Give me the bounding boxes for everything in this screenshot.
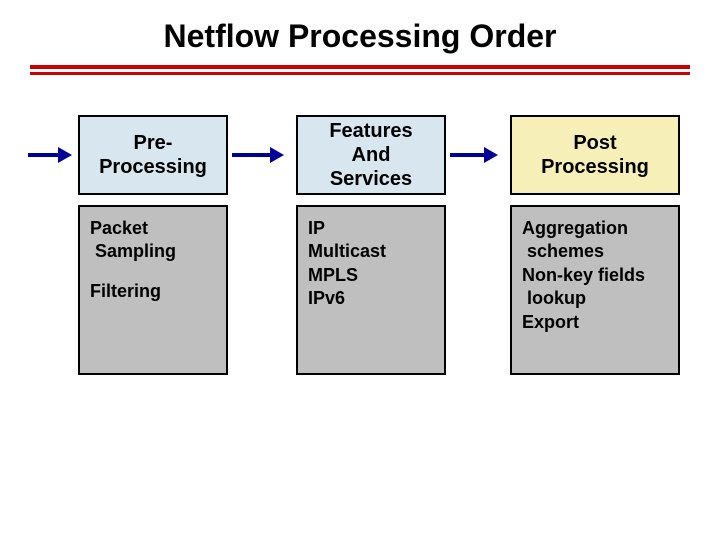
title-rule <box>30 65 690 75</box>
detail-text: Packet SamplingFiltering <box>90 217 216 303</box>
post-processing-header: PostProcessing <box>510 115 680 195</box>
header-text: FeaturesAndServices <box>329 119 412 191</box>
header-text: Pre-Processing <box>99 131 207 179</box>
pre-processing-details: Packet SamplingFiltering <box>78 205 228 375</box>
features-services-details: IPMulticastMPLSIPv6 <box>296 205 446 375</box>
header-text: PostProcessing <box>541 131 649 179</box>
detail-text: Aggregation schemesNon-key fields lookup… <box>522 217 668 334</box>
features-services-header: FeaturesAndServices <box>296 115 446 195</box>
pre-processing-header: Pre-Processing <box>78 115 228 195</box>
page-title: Netflow Processing Order <box>0 0 720 65</box>
diagram-area: Pre-Processing Packet SamplingFiltering … <box>0 75 720 505</box>
detail-text: IPMulticastMPLSIPv6 <box>308 217 434 311</box>
post-processing-details: Aggregation schemesNon-key fields lookup… <box>510 205 680 375</box>
